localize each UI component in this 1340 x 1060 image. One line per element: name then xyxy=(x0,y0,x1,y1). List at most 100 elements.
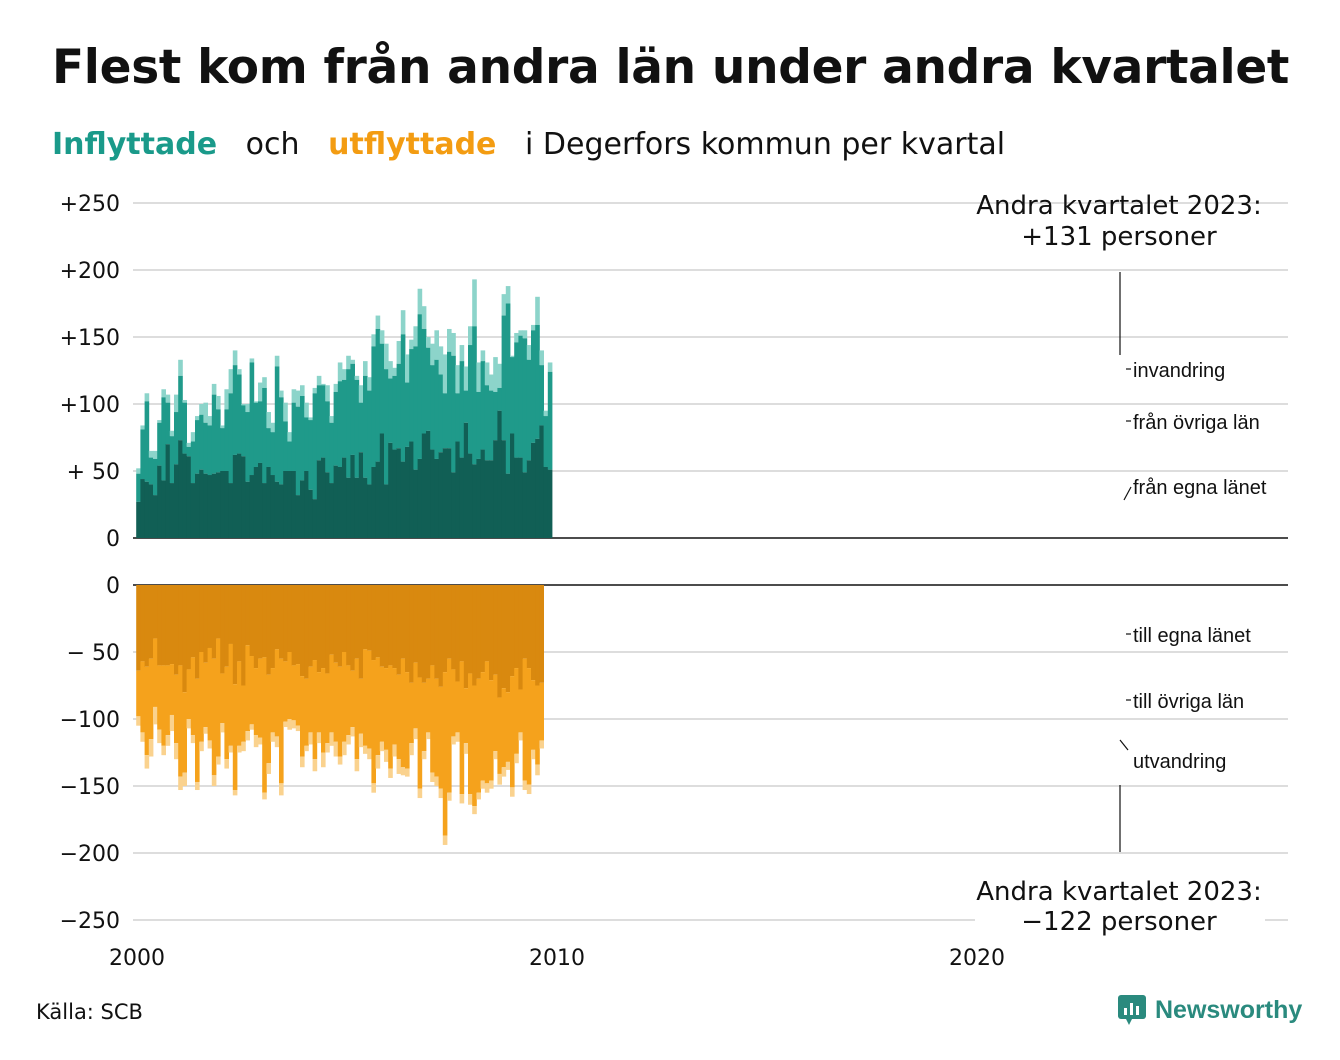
bar-out-emigration xyxy=(409,743,414,756)
bar-out-emigration xyxy=(442,835,448,845)
bar-out-other-lan xyxy=(379,666,385,742)
bar-out-other-lan xyxy=(358,678,364,734)
bar-out-other-lan xyxy=(325,673,330,744)
bar-out-own-lan xyxy=(535,585,540,686)
x-tick-label: 2020 xyxy=(949,946,1005,971)
bar-in-other-lan xyxy=(174,412,179,465)
bar-in-own-lan xyxy=(148,484,154,538)
bar-out-other-lan xyxy=(186,669,192,719)
bar-out-emigration xyxy=(459,794,465,804)
bar-in-other-lan xyxy=(342,379,347,458)
bar-in-other-lan xyxy=(455,393,460,442)
bar-out-other-lan xyxy=(501,688,507,768)
newsworthy-icon xyxy=(1118,995,1146,1025)
bar-in-other-lan xyxy=(216,409,221,473)
bar-in-immigration xyxy=(266,412,271,429)
bar-out-emigration xyxy=(489,780,494,789)
bar-out-own-lan xyxy=(312,585,318,661)
subtitle-rest: i Degerfors kommun per kvartal xyxy=(525,127,1006,162)
bar-out-other-lan xyxy=(220,673,225,724)
bar-out-emigration xyxy=(535,764,540,776)
bar-in-immigration xyxy=(363,361,368,376)
bar-out-own-lan xyxy=(384,585,389,669)
bar-in-other-lan xyxy=(266,428,271,467)
bar-in-other-lan xyxy=(333,391,339,466)
bar-in-other-lan xyxy=(501,315,507,441)
bar-out-other-lan xyxy=(535,685,540,765)
bar-out-emigration xyxy=(363,745,368,754)
bar-out-own-lan xyxy=(459,585,465,662)
bar-in-immigration xyxy=(476,362,481,392)
bar-out-other-lan xyxy=(266,674,271,764)
bar-out-other-lan xyxy=(228,643,234,746)
bar-in-other-lan xyxy=(232,365,238,455)
bar-in-other-lan xyxy=(220,428,225,471)
bar-out-emigration xyxy=(468,794,473,805)
bar-in-other-lan xyxy=(211,394,217,474)
bar-out-emigration xyxy=(245,731,250,741)
bar-in-own-lan xyxy=(178,440,183,538)
bar-out-own-lan xyxy=(148,585,154,659)
bar-in-immigration xyxy=(472,279,477,327)
newsworthy-logo: Newsworthy xyxy=(1117,994,1302,1026)
bar-in-own-lan xyxy=(258,462,263,538)
bar-out-other-lan xyxy=(136,670,141,717)
bar-out-other-lan xyxy=(505,692,511,762)
bar-out-own-lan xyxy=(350,585,355,671)
bar-out-own-lan xyxy=(228,585,234,644)
bar-in-immigration xyxy=(148,450,154,458)
bar-out-other-lan xyxy=(388,665,393,769)
bar-out-other-lan xyxy=(409,682,414,744)
bar-out-other-lan xyxy=(279,658,284,784)
bar-in-own-lan xyxy=(354,477,360,538)
bar-in-immigration xyxy=(165,394,171,403)
bar-out-own-lan xyxy=(438,585,444,687)
bar-out-other-lan xyxy=(539,682,544,741)
bar-in-own-lan xyxy=(430,449,435,538)
bar-out-own-lan xyxy=(426,585,431,679)
bar-in-own-lan xyxy=(220,471,225,538)
bar-out-own-lan xyxy=(497,585,502,698)
bar-in-own-lan xyxy=(245,481,250,538)
bar-out-emigration xyxy=(430,772,435,782)
bar-in-other-lan xyxy=(384,369,389,485)
bar-in-own-lan xyxy=(241,456,246,538)
bar-in-own-lan xyxy=(459,457,465,538)
bar-in-own-lan xyxy=(405,446,410,538)
bar-in-own-lan xyxy=(304,471,309,538)
bar-out-emigration xyxy=(463,743,469,754)
bar-in-own-lan xyxy=(300,480,305,538)
bar-in-other-lan xyxy=(136,473,141,502)
bar-out-emigration xyxy=(274,736,280,748)
bar-out-other-lan xyxy=(157,665,162,730)
bar-out-emigration xyxy=(451,736,456,745)
bar-in-immigration xyxy=(321,383,326,386)
bar-out-other-lan xyxy=(312,660,318,760)
bar-in-other-lan xyxy=(304,417,309,471)
bar-out-other-lan xyxy=(190,657,196,736)
bar-in-own-lan xyxy=(333,465,339,538)
bar-out-other-lan xyxy=(237,661,242,746)
bar-in-own-lan xyxy=(253,466,259,538)
y-tick-label-bottom: −150 xyxy=(60,775,120,800)
bar-out-emigration xyxy=(249,724,255,730)
bar-in-immigration xyxy=(249,358,255,363)
bar-in-immigration xyxy=(253,401,259,403)
migration-chart: +250 +200 +150 +100 + 50 0 0 − 50 −100 −150 −200 −2… xyxy=(60,191,1288,971)
source-note: Källa: SCB xyxy=(36,1000,143,1024)
bar-out-other-lan xyxy=(300,676,305,757)
bar-out-emigration xyxy=(203,727,208,734)
bar-out-own-lan xyxy=(224,585,229,667)
bar-out-emigration xyxy=(350,727,355,737)
series-label-inflow: invandring xyxy=(1133,360,1225,382)
bar-in-other-lan xyxy=(539,365,544,426)
bar-out-emigration xyxy=(413,728,418,740)
bar-out-own-lan xyxy=(207,585,213,648)
bar-in-other-lan xyxy=(140,429,145,480)
bar-in-own-lan xyxy=(337,466,343,538)
bar-in-other-lan xyxy=(522,338,528,473)
bar-in-immigration xyxy=(413,326,418,347)
series-label-outflow: till övriga län xyxy=(1133,691,1244,713)
bar-in-immigration xyxy=(489,374,494,391)
bar-in-own-lan xyxy=(329,483,334,538)
